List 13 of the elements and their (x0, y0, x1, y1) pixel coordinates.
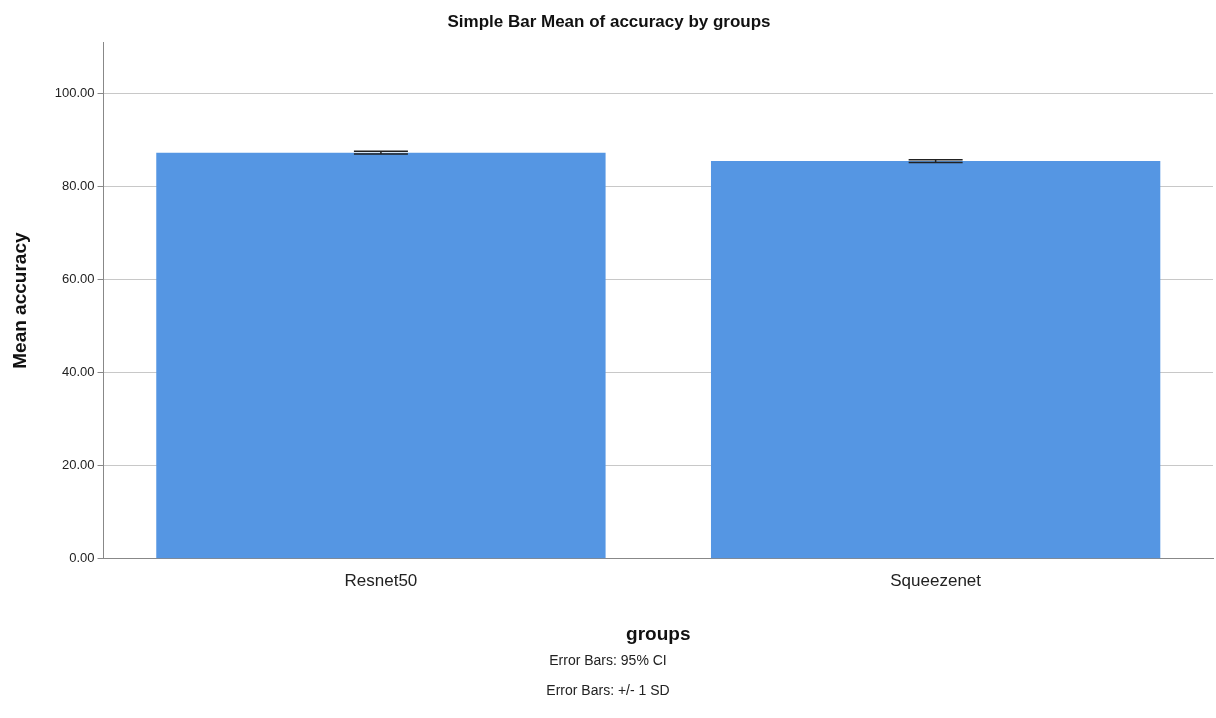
x-axis-title: groups (626, 622, 691, 644)
x-tick-label: Squeezenet (890, 570, 982, 590)
y-tick-label: 60.00 (62, 271, 95, 287)
chart-title: Simple Bar Mean of accuracy by groups (447, 11, 771, 31)
text: Error Bars: 95% CI (548, 652, 668, 670)
y-tick-label: 0.00 (69, 550, 95, 566)
y-tick-label: 20.00 (62, 457, 95, 473)
x-tick-label: Resnet50 (344, 570, 418, 590)
y-tick-label: 40.00 (62, 364, 95, 380)
text: Error Bars: +/- 1 SD (545, 682, 671, 700)
y-axis-title: Mean accuracy (8, 232, 30, 369)
y-tick-label: 80.00 (62, 178, 95, 194)
y-tick-label: 100.00 (54, 85, 95, 101)
